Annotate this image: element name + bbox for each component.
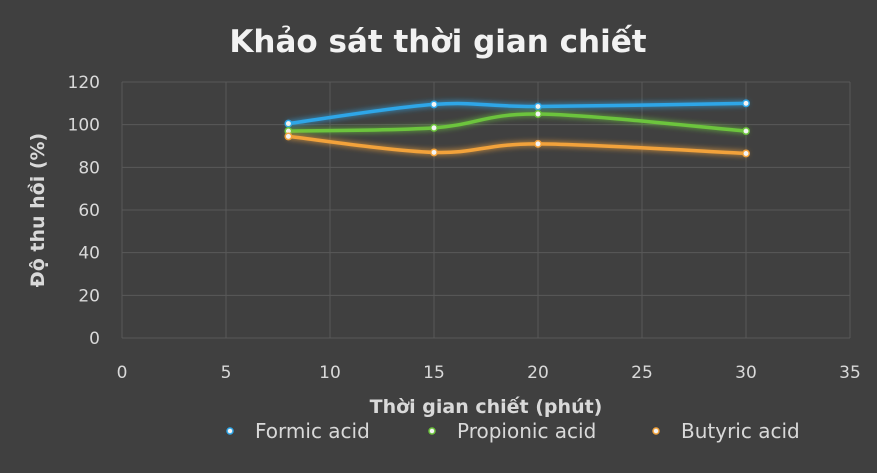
y-tick-label: 120 [68,73,100,93]
x-tick-label: 10 [319,363,341,383]
data-point-propionic-acid [534,110,542,118]
legend-item-formic-acid: Formic acid [210,419,370,443]
series-layer [284,99,750,158]
data-point-formic-acid [284,119,293,128]
data-point-butyric-acid [534,139,542,148]
x-tick-label: 20 [527,363,549,383]
y-tick-label: 100 [68,116,100,136]
legend-marker [652,427,660,435]
y-tick-label: 40 [78,244,100,264]
y-tick-label: 0 [89,329,100,349]
y-tick-label: 60 [78,201,100,221]
x-tick-label: 15 [423,363,445,383]
series-formic-acid [284,99,750,128]
gridlines [121,81,851,339]
series-line-butyric-acid [286,134,748,156]
legend-item-propionic-acid: Propionic acid [412,419,596,443]
data-point-propionic-acid [742,127,750,136]
x-tick-label: 5 [221,363,232,383]
data-point-formic-acid [534,102,542,111]
x-tick-label: 0 [117,363,128,383]
tick-labels: 0 5 10 15 20 25 30 35 0 20 40 60 80 100 120 [68,73,861,383]
legend: Formic acid Propionic acid Butyric acid [210,419,800,443]
y-tick-label: 20 [78,286,100,306]
x-tick-label: 35 [839,363,861,383]
legend-label: Butyric acid [681,419,800,443]
data-point-formic-acid [742,99,750,108]
series-propionic-acid [284,110,750,136]
x-tick-label: 25 [631,363,653,383]
data-point-butyric-acid [430,148,438,157]
data-point-butyric-acid [284,132,293,141]
data-point-formic-acid [430,100,438,109]
x-tick-label: 30 [735,363,757,383]
series-butyric-acid [284,132,750,158]
x-axis-label: Thời gian chiết (phút) [370,395,603,418]
chart-title: Khảo sát thời gian chiết [229,24,646,60]
series-line-propionic-acid [286,112,748,133]
legend-label: Propionic acid [457,419,596,443]
legend-marker [226,427,234,435]
y-axis-label: Độ thu hồi (%) [26,133,49,287]
series-line-formic-acid [286,101,748,126]
legend-label: Formic acid [255,419,370,443]
data-point-propionic-acid [430,123,438,132]
data-point-butyric-acid [742,149,750,158]
legend-marker [428,427,436,435]
legend-item-butyric-acid: Butyric acid [636,419,800,443]
y-tick-label: 80 [78,158,100,178]
